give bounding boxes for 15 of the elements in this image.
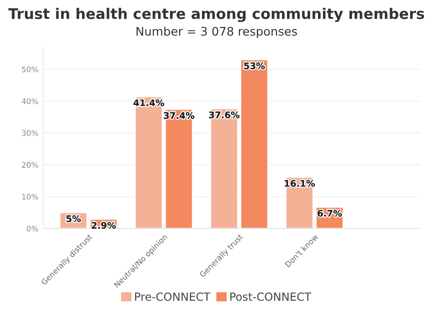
bar bbox=[164, 108, 194, 228]
data-label: 16.1% bbox=[284, 180, 315, 187]
legend-label: Pre-CONNECT bbox=[135, 292, 210, 301]
bar bbox=[240, 59, 268, 228]
bar bbox=[134, 96, 163, 228]
data-label: 53% bbox=[244, 62, 265, 70]
data-label: 37.6% bbox=[209, 111, 240, 118]
data-label: 41.4% bbox=[134, 99, 164, 106]
data-label: 6.7% bbox=[318, 210, 342, 217]
legend-label: Post-CONNECT bbox=[230, 292, 312, 301]
bar bbox=[210, 108, 238, 228]
chart-title: Trust in health centre among community members bbox=[8, 8, 424, 22]
data-label: 5% bbox=[66, 215, 81, 222]
chart-subtitle: Number = 3 078 responses bbox=[136, 26, 297, 38]
data-label: 2.9% bbox=[92, 222, 116, 229]
